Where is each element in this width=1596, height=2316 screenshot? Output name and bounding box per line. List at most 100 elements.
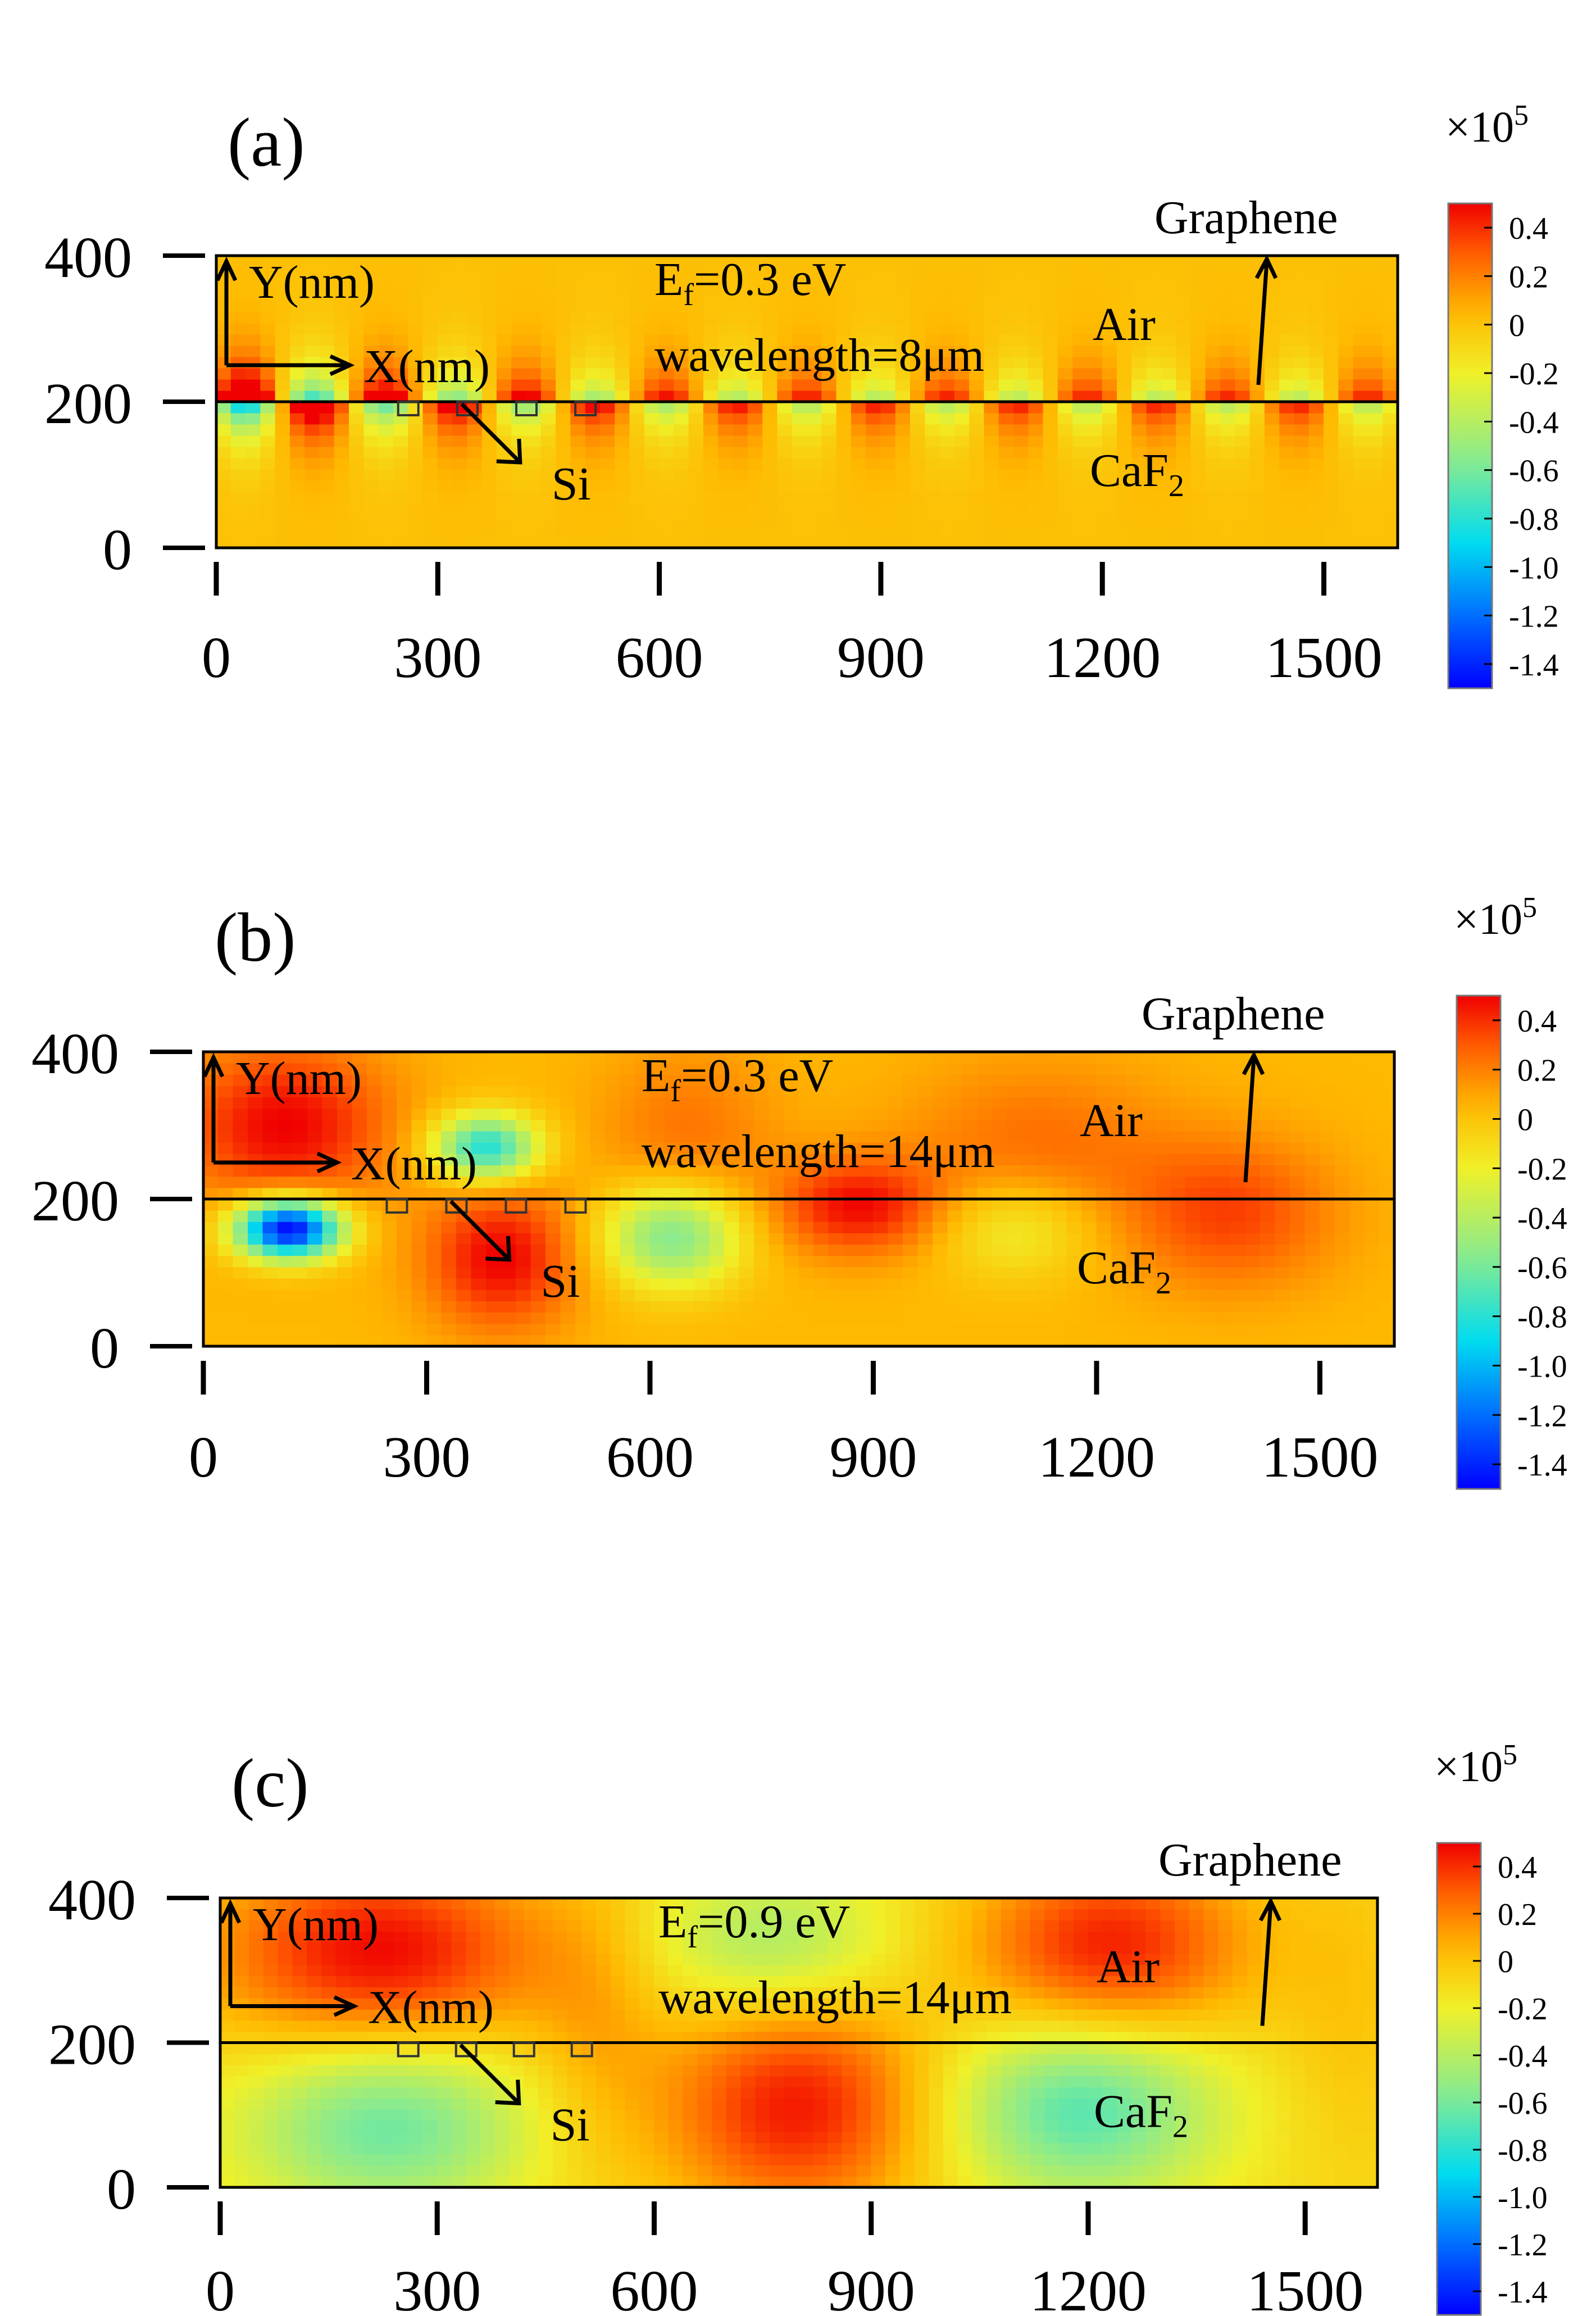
colorbar-tick-label: -0.6 bbox=[1517, 1251, 1567, 1286]
colorbar-tick-label: -0.2 bbox=[1517, 1152, 1567, 1187]
si-ribbon bbox=[445, 1198, 468, 1214]
field-map bbox=[220, 1897, 1378, 2188]
graphene-label: Graphene bbox=[1154, 192, 1338, 244]
y-axis-label: Y(nm) bbox=[249, 256, 375, 308]
si-ribbon bbox=[454, 2041, 478, 2058]
colorbar: ×105 0.4 0.2 0 -0.2 -0.4 -0.6 -0.8 -1.0 -1.2 -1.4 bbox=[1445, 99, 1559, 689]
si-ribbon bbox=[574, 401, 597, 416]
y-tick-label: 0 bbox=[107, 2157, 136, 2222]
y-axis-arrowhead bbox=[219, 1899, 242, 1924]
si-label: Si bbox=[540, 1255, 580, 1307]
colorbar-tick-label: 0 bbox=[1517, 1103, 1533, 1138]
x-axis-label: X(nm) bbox=[364, 340, 490, 393]
si-label: Si bbox=[551, 2099, 590, 2151]
panel-label: (b) bbox=[215, 899, 296, 976]
graphene-arrow bbox=[1256, 261, 1269, 385]
colorbar-tick-label: 0 bbox=[1498, 1945, 1513, 1979]
x-tick-label: 1500 bbox=[1247, 2259, 1363, 2316]
x-tick-label: 1200 bbox=[1030, 2259, 1147, 2316]
fermi-level-label: Ef=0.9 eV bbox=[658, 1896, 850, 1955]
panel-c: (c) 0 200 400 0 300 600 900 1200 1500 Y(nm) X(nm) Si… bbox=[48, 1739, 1548, 2316]
x-tick-label: 900 bbox=[827, 2259, 915, 2316]
colorbar-tick-label: -0.4 bbox=[1509, 405, 1559, 440]
si-ribbon bbox=[385, 1198, 408, 1214]
colorbar-tick-label: -1.4 bbox=[1517, 1448, 1567, 1483]
si-ribbon bbox=[397, 401, 420, 416]
colorbar-tick-label: -1.2 bbox=[1509, 600, 1559, 634]
colorbar-tick-label: 0 bbox=[1509, 308, 1525, 343]
x-tick-label: 1200 bbox=[1038, 1425, 1155, 1489]
wavelength-label: wavelength=14μm bbox=[658, 1972, 1012, 2024]
colorbar-multiplier: ×105 bbox=[1454, 892, 1537, 943]
colorbar-tick-label: 0.4 bbox=[1517, 1004, 1557, 1039]
x-axis-arrowhead bbox=[316, 1151, 342, 1174]
colorbar-tick-label: -0.8 bbox=[1498, 2133, 1548, 2168]
colorbar-tick-label: -1.4 bbox=[1498, 2275, 1548, 2310]
substrate-label: CaF2 bbox=[1077, 1242, 1171, 1301]
x-tick-label: 300 bbox=[394, 625, 481, 690]
graphene-arrowhead bbox=[1242, 1051, 1265, 1075]
colorbar-tick-label: 0.2 bbox=[1509, 260, 1548, 294]
fermi-level-label: Ef=0.3 eV bbox=[654, 253, 846, 312]
x-tick-label: 900 bbox=[837, 625, 925, 690]
y-tick-label: 200 bbox=[48, 2013, 136, 2077]
x-axis-label: X(nm) bbox=[368, 1982, 494, 2034]
colorbar-tick-label: 0.2 bbox=[1498, 1897, 1537, 1932]
colorbar-scale bbox=[1436, 1842, 1482, 2316]
graphene-arrowhead bbox=[1254, 255, 1278, 279]
si-ribbon bbox=[397, 2041, 420, 2058]
y-tick-label: 400 bbox=[44, 225, 132, 290]
x-axis-arrowhead bbox=[329, 354, 355, 376]
air-label: Air bbox=[1097, 1941, 1160, 1993]
graphene-arrow bbox=[1243, 1057, 1256, 1183]
y-axis-label: Y(nm) bbox=[236, 1052, 362, 1105]
air-label: Air bbox=[1080, 1095, 1143, 1147]
graphene-label: Graphene bbox=[1142, 988, 1325, 1040]
colorbar-tick-label: -1.0 bbox=[1498, 2181, 1548, 2215]
y-axis-label: Y(nm) bbox=[253, 1899, 379, 1951]
panel-a: (a) 0 200 400 0 300 600 900 1200 1500 Y(nm) X(nm) Si… bbox=[44, 99, 1559, 690]
graphene-label: Graphene bbox=[1158, 1834, 1342, 1886]
x-axis-arrowhead bbox=[333, 1995, 359, 2017]
colorbar-tick-label: -0.4 bbox=[1498, 2039, 1548, 2074]
si-arrow bbox=[460, 402, 520, 462]
graphene-arrowhead bbox=[1258, 1897, 1282, 1922]
panel-label: (c) bbox=[231, 1745, 309, 1822]
panel-b: (b) 0 200 400 0 300 600 900 1200 1500 Y(nm) X(nm) Si… bbox=[31, 892, 1567, 1490]
x-tick-label: 600 bbox=[616, 625, 703, 690]
colorbar-tick-label: 0.4 bbox=[1509, 211, 1548, 246]
y-tick-label: 400 bbox=[31, 1021, 119, 1086]
colorbar-scale bbox=[1447, 202, 1493, 689]
y-tick-label: 0 bbox=[90, 1316, 119, 1380]
colorbar-tick-label: -0.8 bbox=[1517, 1300, 1567, 1335]
si-ribbon bbox=[512, 2041, 535, 2058]
colorbar-tick-label: -1.0 bbox=[1509, 551, 1559, 585]
x-tick-label: 1200 bbox=[1044, 625, 1161, 690]
x-tick-label: 600 bbox=[611, 2259, 698, 2316]
colorbar-tick-label: -1.0 bbox=[1517, 1350, 1567, 1384]
colorbar-tick-label: -1.2 bbox=[1517, 1398, 1567, 1433]
colorbar-multiplier: ×105 bbox=[1445, 99, 1529, 151]
graphene-arrow bbox=[1260, 1903, 1273, 2026]
wavelength-label: wavelength=14μm bbox=[642, 1125, 995, 1178]
si-arrow bbox=[459, 2043, 519, 2102]
colorbar-tick-label: -1.2 bbox=[1498, 2228, 1548, 2263]
x-tick-label: 1500 bbox=[1262, 1425, 1379, 1489]
field-map bbox=[203, 1051, 1395, 1347]
wavelength-label: wavelength=8μm bbox=[654, 329, 984, 382]
x-tick-label: 0 bbox=[189, 1425, 218, 1489]
colorbar-tick-label: 0.2 bbox=[1517, 1053, 1557, 1088]
si-ribbon bbox=[504, 1198, 528, 1214]
si-label: Si bbox=[552, 458, 591, 510]
si-ribbon bbox=[515, 401, 538, 416]
colorbar-tick-label: -0.4 bbox=[1517, 1201, 1567, 1236]
colorbar-tick-label: 0.4 bbox=[1498, 1850, 1537, 1885]
colorbar-tick-label: -0.2 bbox=[1498, 1992, 1548, 2027]
y-axis-arrowhead bbox=[202, 1052, 225, 1078]
x-tick-label: 300 bbox=[383, 1425, 471, 1489]
colorbar: ×105 0.4 0.2 0 -0.2 -0.4 -0.6 -0.8 -1.0 -1.2 -1.4 bbox=[1454, 892, 1567, 1490]
si-ribbon bbox=[570, 2041, 593, 2058]
colorbar-scale bbox=[1456, 994, 1502, 1490]
x-tick-label: 600 bbox=[606, 1425, 694, 1489]
